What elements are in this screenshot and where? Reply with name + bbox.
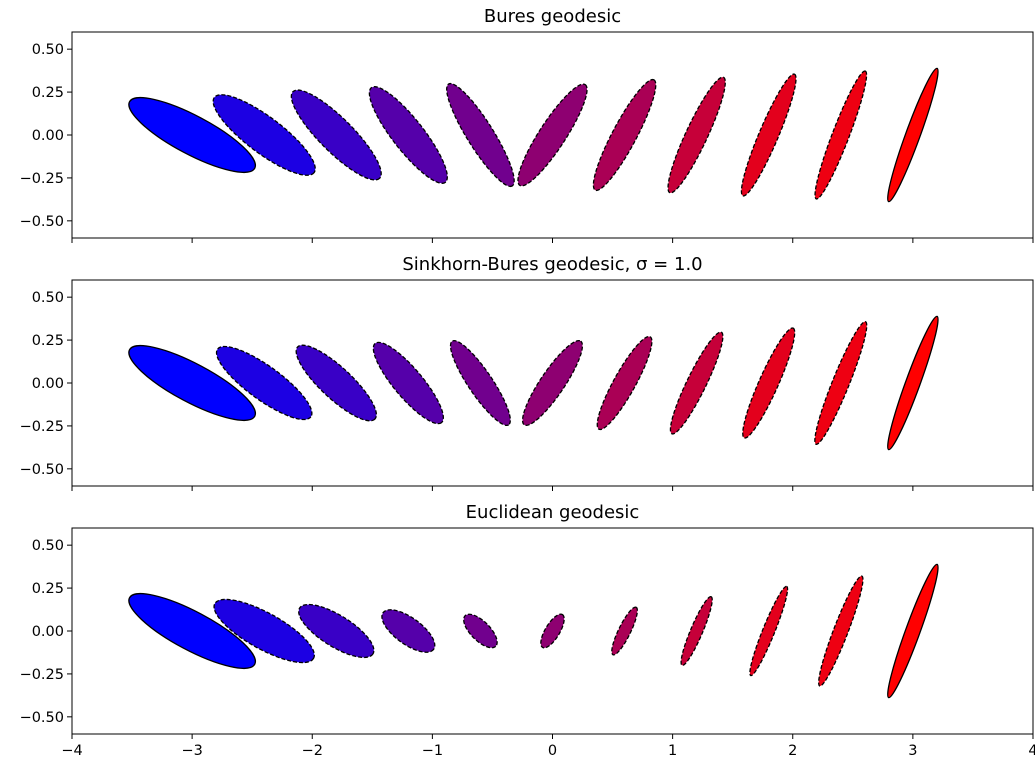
y-tick-label: 0.50 — [32, 290, 64, 306]
panel-3: Euclidean geodesic 0.50 0.25 0.00 −0.25 −0.50… — [20, 502, 1035, 759]
y-tick-label: −0.50 — [20, 710, 64, 726]
covariance-ellipse-1 — [128, 592, 256, 670]
covariance-ellipse-4 — [372, 341, 444, 425]
x-tick-label: −1 — [422, 743, 443, 759]
covariance-ellipse-6 — [540, 613, 565, 649]
panel-2: Sinkhorn-Bures geodesic, σ = 1.0 0.50 0.25… — [20, 254, 1034, 491]
panel-1: Bures geodesic 0.50 0.25 0.00 −0.25 −0.50 — [20, 6, 1034, 243]
y-tick-label: 0.25 — [32, 581, 64, 597]
covariance-ellipse-1 — [128, 96, 257, 174]
y-tick-label: 0.50 — [32, 42, 64, 58]
covariance-ellipse-5 — [463, 613, 498, 649]
covariance-ellipse-11 — [887, 67, 939, 203]
x-tick-label: 2 — [788, 743, 797, 759]
covariance-ellipse-7 — [611, 606, 639, 656]
covariance-ellipse-8 — [680, 595, 713, 667]
y-tick-label: 0.00 — [32, 128, 64, 144]
ellipse-group — [128, 67, 939, 203]
y-tick-label: 0.00 — [32, 624, 64, 640]
y-tick-label: −0.25 — [20, 667, 64, 683]
ellipse-group — [128, 315, 939, 451]
covariance-ellipse-7 — [592, 78, 657, 192]
panel-title: Bures geodesic — [484, 6, 621, 27]
covariance-ellipse-10 — [818, 575, 864, 687]
covariance-ellipse-5 — [449, 339, 511, 427]
x-tick-label: 0 — [548, 743, 557, 759]
x-tick-label: −2 — [302, 743, 323, 759]
covariance-ellipse-8 — [667, 76, 726, 194]
y-tick-label: 0.50 — [32, 538, 64, 554]
covariance-ellipse-11 — [887, 563, 939, 699]
covariance-ellipse-11 — [887, 315, 939, 451]
covariance-ellipse-9 — [742, 327, 796, 439]
y-tick-label: −0.25 — [20, 419, 64, 435]
y-tick-label: 0.00 — [32, 376, 64, 392]
covariance-ellipse-8 — [669, 331, 724, 435]
ellipse-group — [128, 563, 939, 699]
covariance-ellipse-10 — [814, 70, 868, 200]
y-tick-label: −0.50 — [20, 462, 64, 478]
x-tick-label: 3 — [908, 743, 917, 759]
covariance-ellipse-6 — [521, 339, 584, 427]
covariance-ellipse-9 — [740, 73, 797, 197]
covariance-ellipse-9 — [749, 585, 789, 677]
y-tick-label: −0.25 — [20, 171, 64, 187]
x-tick-label: −3 — [181, 743, 202, 759]
panel-title: Euclidean geodesic — [466, 502, 640, 523]
covariance-ellipse-3 — [295, 344, 378, 422]
covariance-ellipse-7 — [596, 335, 653, 431]
covariance-ellipse-5 — [446, 82, 515, 188]
covariance-ellipse-2 — [212, 94, 316, 176]
covariance-ellipse-1 — [128, 344, 257, 422]
covariance-ellipse-2 — [215, 345, 313, 421]
x-tick-label: −4 — [61, 743, 82, 759]
y-tick-label: 0.25 — [32, 85, 64, 101]
covariance-ellipse-4 — [381, 609, 436, 653]
y-tick-label: −0.50 — [20, 214, 64, 230]
covariance-ellipse-3 — [290, 89, 382, 181]
covariance-ellipse-6 — [517, 83, 588, 187]
y-tick-label: 0.25 — [32, 333, 64, 349]
x-tick-label: 4 — [1028, 743, 1035, 759]
covariance-ellipse-4 — [368, 86, 448, 184]
covariance-ellipse-3 — [298, 603, 375, 659]
covariance-ellipse-10 — [814, 321, 868, 445]
covariance-ellipse-2 — [213, 598, 315, 664]
panel-title: Sinkhorn-Bures geodesic, σ = 1.0 — [402, 254, 702, 275]
x-tick-label: 1 — [668, 743, 677, 759]
